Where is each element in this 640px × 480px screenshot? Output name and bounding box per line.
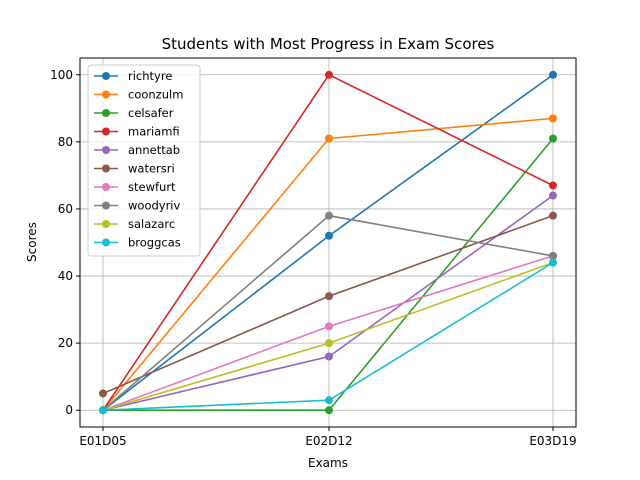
- data-point: [549, 70, 557, 79]
- y-tick-label: 100: [50, 68, 73, 82]
- data-point: [549, 251, 557, 260]
- legend-marker: [102, 220, 110, 228]
- legend-item: woodyriv: [94, 199, 181, 213]
- legend-marker: [102, 127, 110, 136]
- data-point: [325, 231, 333, 240]
- x-tick-label: E01D05: [79, 434, 126, 448]
- legend-marker: [102, 146, 110, 154]
- y-tick-label: 60: [58, 202, 73, 216]
- chart-title: Students with Most Progress in Exam Scor…: [162, 35, 495, 53]
- y-tick-label: 0: [65, 403, 73, 417]
- legend-label: salazarc: [128, 217, 175, 231]
- series-salazarc: [99, 258, 557, 415]
- legend-label: annettab: [128, 143, 180, 157]
- y-tick-label: 80: [58, 135, 73, 149]
- series-lines: [99, 70, 557, 415]
- data-point: [325, 292, 333, 301]
- legend-marker: [102, 109, 110, 117]
- data-point: [549, 181, 557, 190]
- plot-area-frame: [79, 57, 577, 428]
- data-point: [99, 406, 107, 415]
- data-point: [549, 114, 557, 123]
- data-point: [549, 191, 557, 200]
- data-point: [325, 322, 333, 331]
- data-point: [325, 396, 333, 405]
- legend-marker: [102, 72, 110, 80]
- legend-marker: [102, 90, 110, 99]
- data-point: [325, 352, 333, 361]
- legend-marker: [102, 238, 110, 247]
- legend-label: watersri: [128, 162, 175, 176]
- legend-item: celsafer: [94, 106, 174, 120]
- x-tick-label: E02D12: [305, 434, 352, 448]
- data-point: [325, 406, 333, 415]
- legend-marker: [102, 201, 110, 210]
- data-point: [549, 211, 557, 220]
- legend-label: broggcas: [128, 236, 181, 250]
- legend-item: coonzulm: [94, 88, 183, 102]
- x-tick-label: E03D19: [529, 434, 576, 448]
- y-axis-label: Scores: [25, 222, 39, 262]
- data-point: [325, 70, 333, 79]
- data-point: [325, 211, 333, 220]
- series-line: [102, 261, 554, 411]
- axis-ticks: E01D05 E02D12 E03D19 0 20 40 60 80 100: [50, 68, 577, 448]
- legend-marker: [102, 183, 110, 191]
- x-axis-label: Exams: [308, 456, 348, 470]
- y-tick-label: 20: [58, 336, 73, 350]
- legend-item: richtyre: [94, 69, 172, 83]
- series-line: [102, 255, 554, 411]
- series-broggcas: [99, 258, 557, 415]
- data-point: [549, 258, 557, 267]
- legend: richtyre coonzulm celsafer mariamfi annettab…: [87, 64, 201, 257]
- data-point: [99, 389, 107, 398]
- legend-marker: [102, 164, 110, 173]
- legend-item: annettab: [94, 143, 180, 157]
- legend-item: broggcas: [94, 236, 181, 250]
- data-point: [325, 339, 333, 348]
- legend-label: stewfurt: [128, 180, 176, 194]
- series-line: [102, 261, 554, 412]
- legend-label: mariamfi: [128, 125, 180, 139]
- legend-label: coonzulm: [128, 88, 183, 102]
- legend-item: watersri: [94, 162, 175, 176]
- legend-label: celsafer: [128, 106, 174, 120]
- legend-item: stewfurt: [94, 180, 176, 194]
- legend-label: woodyriv: [128, 199, 181, 213]
- legend-label: richtyre: [128, 69, 172, 83]
- data-point: [325, 134, 333, 143]
- legend-item: salazarc: [94, 217, 175, 231]
- y-tick-label: 40: [58, 269, 73, 283]
- data-point: [549, 134, 557, 143]
- legend-item: mariamfi: [94, 125, 180, 139]
